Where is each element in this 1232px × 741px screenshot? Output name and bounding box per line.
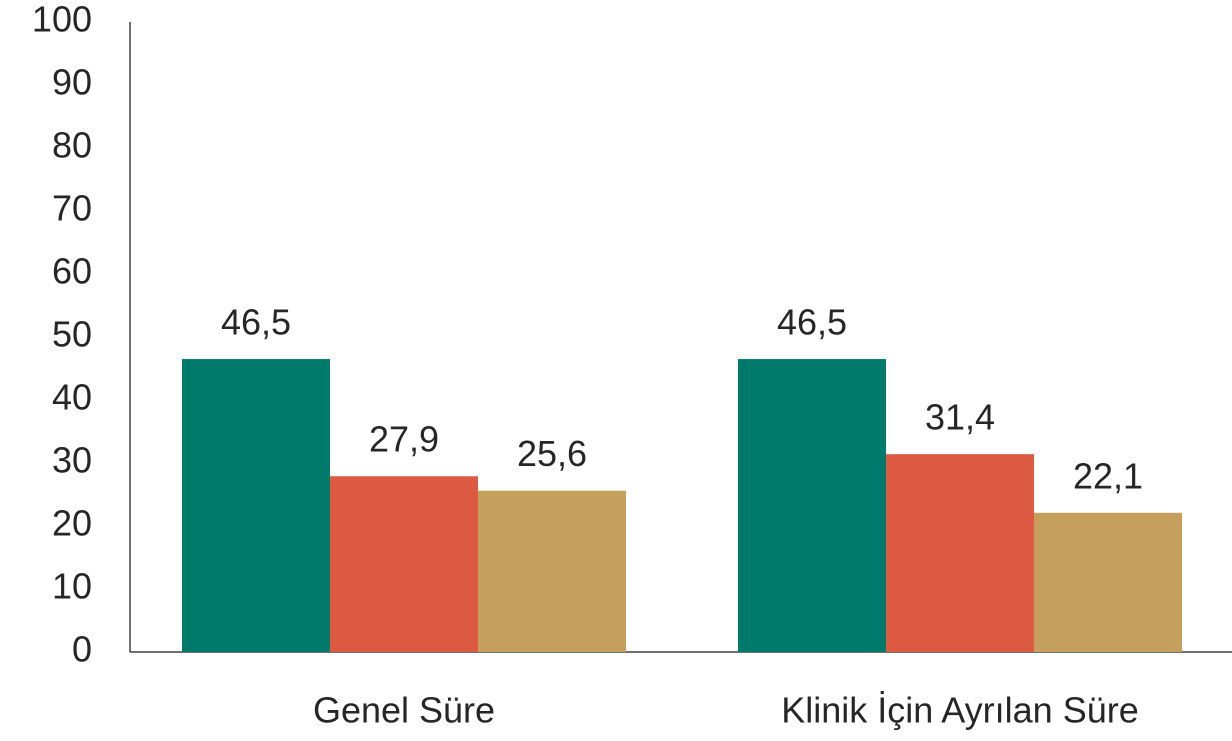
y-tick-label: 50: [52, 314, 92, 355]
value-label: 31,4: [925, 397, 995, 438]
y-tick-label: 80: [52, 125, 92, 166]
y-tick-label: 40: [52, 377, 92, 418]
value-label: 46,5: [221, 302, 291, 343]
y-tick-label: 30: [52, 440, 92, 481]
y-tick-label: 0: [72, 629, 92, 670]
y-tick-label: 70: [52, 188, 92, 229]
bar: [886, 454, 1034, 652]
y-tick-label: 100: [32, 0, 92, 40]
value-label: 46,5: [777, 302, 847, 343]
bar: [1034, 512, 1182, 652]
value-label: 25,6: [517, 433, 587, 474]
bar: [738, 359, 886, 652]
x-tick-label: Genel Süre: [313, 690, 495, 731]
y-tick-label: 20: [52, 503, 92, 544]
y-tick-label: 90: [52, 62, 92, 103]
x-tick-label: Klinik İçin Ayrılan Süre: [781, 690, 1139, 731]
bar: [330, 476, 478, 652]
bar: [182, 359, 330, 652]
value-label: 27,9: [369, 419, 439, 460]
value-label: 22,1: [1073, 455, 1143, 496]
bar: [478, 490, 626, 652]
y-tick-label: 60: [52, 251, 92, 292]
y-tick-label: 10: [52, 566, 92, 607]
